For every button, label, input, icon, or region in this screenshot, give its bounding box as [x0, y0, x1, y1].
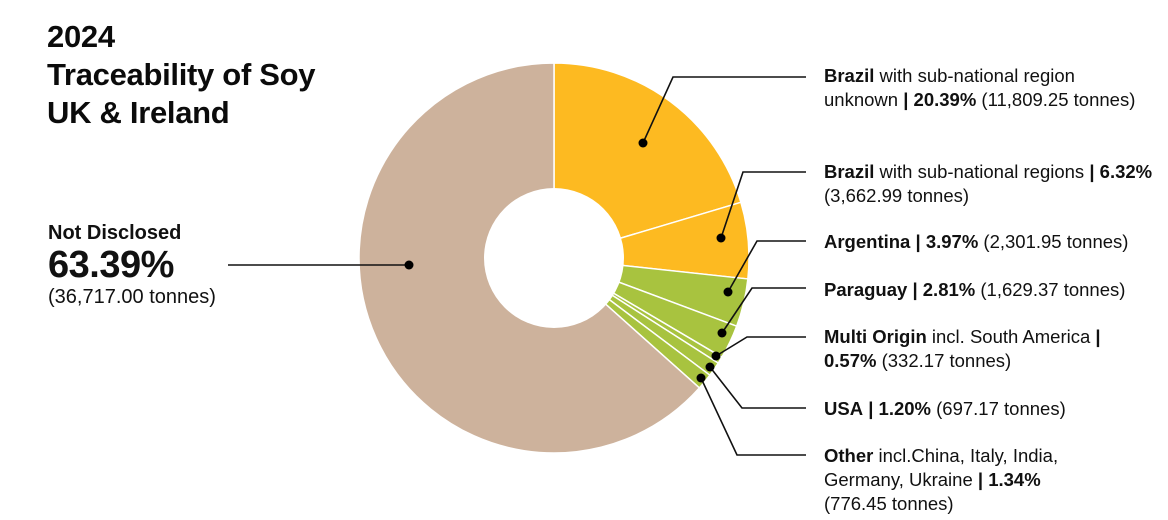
label-percent: 20.39%: [913, 89, 977, 110]
label-sep: |: [912, 279, 923, 300]
label-desc: with sub-national region unknown: [824, 65, 1075, 110]
dot-usa: [705, 362, 715, 372]
label-tonnes: (697.17 tonnes): [931, 398, 1066, 419]
donut-hole: [484, 188, 624, 328]
leader-usa: [709, 366, 806, 409]
label-sep: |: [903, 89, 914, 110]
leader-other: [700, 377, 806, 456]
label-tonnes: (1,629.37 tonnes): [975, 279, 1126, 300]
label-country: Paraguay: [824, 279, 908, 300]
label-tonnes: (776.45 tonnes): [824, 493, 954, 514]
label-paraguay: Paraguay | 2.81% (1,629.37 tonnes): [824, 278, 1164, 302]
title-year: 2024: [47, 19, 115, 54]
label-percent: 3.97%: [925, 231, 979, 252]
label-tonnes: (2,301.95 tonnes): [978, 231, 1129, 252]
dot-other: [696, 373, 706, 383]
label-country: Other: [824, 445, 874, 466]
label-percent: 1.20%: [878, 398, 931, 419]
label-brazil-subnational: Brazil with sub-national regions | 6.32%…: [824, 160, 1154, 208]
label-tonnes: (11,809.25 tonnes): [976, 89, 1136, 110]
label-country: Brazil: [824, 161, 875, 182]
not-disclosed-title: Not Disclosed: [48, 222, 182, 244]
dot-brazil-subnational: [716, 233, 726, 243]
leader-lines: [228, 76, 806, 456]
label-sep: |: [1095, 326, 1101, 347]
label-percent: 2.81%: [922, 279, 976, 300]
label-brazil-unknown: Brazil with sub-national region unknown …: [824, 64, 1144, 112]
not-disclosed-label: Not Disclosed 63.39% (36,717.00 tonnes): [48, 221, 216, 309]
label-sep: |: [915, 231, 926, 252]
title-region: UK & Ireland: [47, 95, 230, 130]
not-disclosed-percent: 63.39%: [48, 244, 174, 286]
label-other: Other incl.China, Italy, India, Germany,…: [824, 444, 1104, 516]
label-country: Multi Origin: [824, 326, 927, 347]
not-disclosed-tonnes: (36,717.00 tonnes): [48, 286, 216, 308]
title-subject: Traceability of Soy: [47, 57, 316, 92]
leader-brazil-unknown: [642, 76, 806, 144]
label-sep: |: [977, 469, 989, 490]
dot-not-disclosed: [404, 260, 414, 270]
label-desc: with sub-national regions: [874, 161, 1090, 182]
label-country: Argentina: [824, 231, 911, 252]
label-multi-origin: Multi Origin incl. South America | 0.57%…: [824, 325, 1124, 373]
dot-brazil-unknown: [638, 138, 648, 148]
label-country: USA: [824, 398, 864, 419]
dot-argentina: [723, 287, 733, 297]
chart-title: 2024 Traceability of Soy UK & Ireland: [47, 18, 316, 132]
leader-dots: [404, 138, 733, 383]
leader-argentina: [727, 240, 806, 293]
label-tonnes: (332.17 tonnes): [876, 350, 1012, 371]
label-country: Brazil: [824, 65, 875, 86]
label-percent: 0.57%: [824, 350, 877, 371]
label-desc: incl.China, Italy, India, Germany, Ukrai…: [824, 445, 1059, 490]
leader-multi-origin: [715, 336, 806, 357]
label-argentina: Argentina | 3.97% (2,301.95 tonnes): [824, 230, 1164, 254]
label-sep: |: [868, 398, 879, 419]
dot-paraguay: [717, 328, 727, 338]
label-tonnes: (3,662.99 tonnes): [824, 185, 970, 206]
label-percent: 6.32%: [1099, 161, 1153, 182]
label-desc: incl. South America: [926, 326, 1096, 347]
label-sep: |: [1089, 161, 1100, 182]
label-usa: USA | 1.20% (697.17 tonnes): [824, 397, 1164, 421]
leader-brazil-subnational: [720, 171, 806, 239]
label-percent: 1.34%: [988, 469, 1041, 490]
dot-multi-origin: [711, 351, 721, 361]
leader-paraguay: [721, 287, 806, 334]
